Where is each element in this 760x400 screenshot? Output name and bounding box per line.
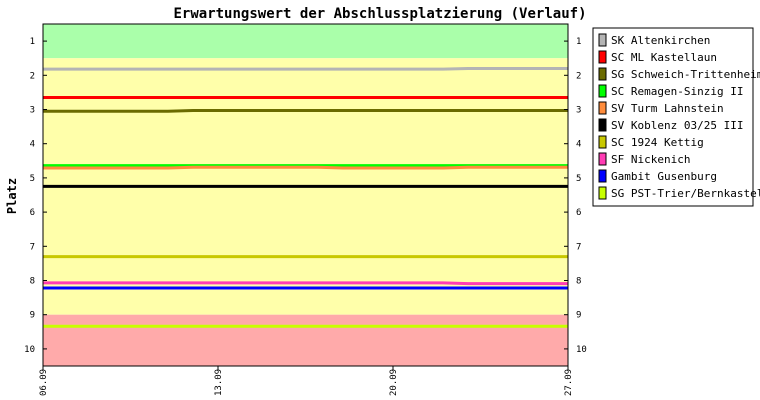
legend-label: SG Schweich-Trittenheim (611, 68, 760, 81)
y-tick-label: 5 (576, 174, 581, 184)
legend-swatch (598, 101, 607, 115)
y-tick-label: 7 (30, 242, 35, 252)
legend-label: SC ML Kastellaun (611, 51, 717, 64)
legend-label: SK Altenkirchen (611, 34, 710, 47)
y-tick-label: 8 (30, 277, 35, 287)
y-tick-label: 3 (30, 106, 35, 116)
chart-title: Erwartungswert der Abschlussplatzierung … (173, 6, 586, 22)
background-zone (43, 24, 568, 59)
y-tick-label: 1 (576, 37, 581, 47)
legend-swatch (598, 169, 607, 183)
y-tick-label: 5 (30, 174, 35, 184)
series-line (43, 281, 568, 286)
y-tick-label: 4 (30, 140, 35, 150)
legend-label: SC Remagen-Sinzig II (611, 85, 743, 98)
x-tick-label: 13.09 (214, 369, 224, 396)
y-tick-label: 1 (30, 37, 35, 47)
legend-swatch (598, 33, 607, 47)
series-line (43, 165, 568, 170)
legend-swatch (598, 67, 607, 81)
background-zone (43, 314, 568, 366)
y-tick-label: 9 (30, 311, 35, 321)
plot-area: 1 1 2 2 3 3 4 4 5 5 6 6 7 7 8 8 9 9 10 10 06.09 13.09 20.09 27.… (24, 23, 587, 396)
y-tick-label: 9 (576, 311, 581, 321)
y-tick-label: 10 (576, 345, 587, 355)
legend-swatch (598, 50, 607, 64)
series-line (43, 67, 568, 71)
legend-label: SF Nickenich (611, 153, 690, 166)
x-tick-label: 27.09 (564, 369, 574, 396)
legend-swatch (598, 186, 607, 200)
y-tick-label: 2 (30, 71, 35, 81)
plot-frame (42, 23, 569, 367)
y-tick-label: 7 (576, 242, 581, 252)
legend-swatch (598, 135, 607, 149)
legend-label: SV Turm Lahnstein (611, 102, 724, 115)
y-tick-label: 6 (30, 208, 35, 218)
x-tick-label: 06.09 (39, 369, 49, 396)
legend-label: Gambit Gusenburg (611, 170, 717, 183)
y-tick-label: 8 (576, 277, 581, 287)
y-tick-label: 2 (576, 71, 581, 81)
legend-label: SV Koblenz 03/25 III (611, 119, 743, 132)
legend-swatch (598, 118, 607, 132)
series-line (43, 109, 568, 113)
x-tick-label: 20.09 (389, 369, 399, 396)
y-tick-label: 10 (24, 345, 35, 355)
legend-label: SC 1924 Kettig (611, 136, 704, 149)
y-tick-label: 4 (576, 140, 581, 150)
legend: SK Altenkirchen SC ML Kastellaun SG Schwei… (592, 27, 760, 207)
y-axis-label: Platz (5, 178, 19, 214)
y-tick-label: 6 (576, 208, 581, 218)
legend-label: SG PST-Trier/Bernkastel (611, 187, 760, 200)
y-tick-label: 3 (576, 106, 581, 116)
legend-swatch (598, 84, 607, 98)
legend-box (592, 27, 754, 207)
legend-swatch (598, 152, 607, 166)
